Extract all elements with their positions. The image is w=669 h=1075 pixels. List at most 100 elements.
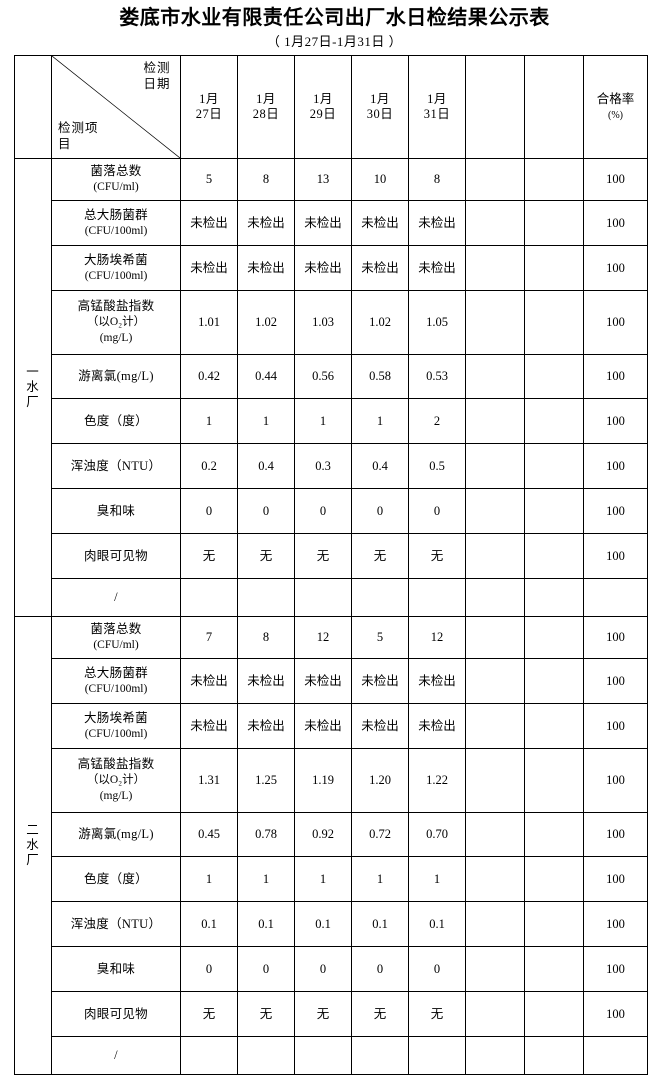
date-range-subtitle: （ 1月27日-1月31日 ） <box>266 34 403 49</box>
value-cell-day-3: 无 <box>294 533 352 579</box>
value-cell-day-3: 0.92 <box>294 812 352 857</box>
table-row: 大肠埃希菌 (CFU/100ml) 未检出 未检出 未检出 未检出 未检出 100 <box>15 703 648 749</box>
value-cell-day-1: 7 <box>180 616 238 659</box>
value-cell-day-5: 1.22 <box>408 748 466 813</box>
value-cell-day-2 <box>237 578 295 617</box>
blank-cell-2 <box>524 703 584 749</box>
value-cell-day-2: 1.02 <box>237 290 295 355</box>
pass-rate-cell: 100 <box>583 245 648 291</box>
table-row: 二水厂菌落总数 (CFU/ml) 7 8 12 5 12 100 <box>14 616 648 1075</box>
blank-cell-2 <box>524 991 584 1037</box>
plant-label-char: 二 <box>26 823 40 837</box>
blank-cell-2 <box>524 158 584 201</box>
value-cell-day-3: 无 <box>294 991 352 1037</box>
blank-cell-2 <box>524 901 584 947</box>
value-cell-day-3: 未检出 <box>294 703 352 749</box>
pass-rate-cell: 100 <box>583 488 648 534</box>
value-cell-day-1: 无 <box>180 991 238 1037</box>
header-pass-rate: 合格率 (%) <box>583 55 648 159</box>
blank-cell-2 <box>524 354 584 399</box>
table-row: 高锰酸盐指数 （以O₂计） (mg/L) 1.01 1.02 1.03 1.02 1.05 10… <box>15 290 648 355</box>
plant-label-1: 一水厂 <box>14 158 52 617</box>
value-cell-day-3: 1.19 <box>294 748 352 813</box>
value-cell-day-3 <box>294 578 352 617</box>
blank-cell-2 <box>524 658 584 704</box>
value-cell-day-2: 无 <box>237 533 295 579</box>
blank-cell-1 <box>465 354 525 399</box>
value-cell-day-5: 未检出 <box>408 245 466 291</box>
value-cell-day-2: 1.25 <box>237 748 295 813</box>
blank-cell-1 <box>465 658 525 704</box>
item-name-cell: 游离氯(mg/L) <box>51 812 181 857</box>
table-row: / <box>15 1036 648 1075</box>
blank-cell-1 <box>465 290 525 355</box>
value-cell-day-4: 0.4 <box>351 443 409 489</box>
header-date-column-4: 1月 30日 <box>351 55 409 159</box>
table-row: 肉眼可见物无无无无无 100 <box>15 533 648 579</box>
value-cell-day-3: 1 <box>294 398 352 444</box>
value-cell-day-2: 0 <box>237 488 295 534</box>
value-cell-day-4 <box>351 1036 409 1075</box>
value-cell-day-3: 13 <box>294 158 352 201</box>
blank-cell-2 <box>524 533 584 579</box>
item-name-cell: 大肠埃希菌 (CFU/100ml) <box>51 703 181 749</box>
value-cell-day-1: 未检出 <box>180 200 238 246</box>
value-cell-day-5: 未检出 <box>408 200 466 246</box>
header-plant-spacer <box>14 55 52 159</box>
water-quality-table: 检测日期 检测项 目 1月 27日 1月 28日 1月 29日 1月 30日 1月 31日 合格率 (%)… <box>14 55 648 1075</box>
value-cell-day-5: 0.53 <box>408 354 466 399</box>
table-row: 高锰酸盐指数 （以O₂计） (mg/L) 1.31 1.25 1.19 1.20 1.22 10… <box>15 748 648 813</box>
value-cell-day-3: 未检出 <box>294 245 352 291</box>
table-row: 总大肠菌群 (CFU/100ml) 未检出 未检出 未检出 未检出 未检出 100 <box>15 200 648 246</box>
value-cell-day-5 <box>408 578 466 617</box>
table-row: 浑浊度（NTU） 0.1 0.1 0.1 0.1 0.1 100 <box>15 901 648 947</box>
item-name-cell: 色度（度） <box>51 856 181 902</box>
value-cell-day-1: 0.45 <box>180 812 238 857</box>
value-cell-day-3: 0 <box>294 488 352 534</box>
pass-rate-cell <box>583 578 648 617</box>
value-cell-day-3 <box>294 1036 352 1075</box>
value-cell-day-1: 0.1 <box>180 901 238 947</box>
blank-cell-2 <box>524 443 584 489</box>
header-blank-column-2 <box>524 55 584 159</box>
blank-cell-1 <box>465 856 525 902</box>
value-cell-day-4: 无 <box>351 533 409 579</box>
plant-label-char: 一 <box>26 365 40 379</box>
value-cell-day-5: 未检出 <box>408 658 466 704</box>
value-cell-day-5: 0.70 <box>408 812 466 857</box>
value-cell-day-4: 0.72 <box>351 812 409 857</box>
value-cell-day-1: 未检出 <box>180 245 238 291</box>
value-cell-day-2: 未检出 <box>237 658 295 704</box>
value-cell-day-5: 1 <box>408 856 466 902</box>
value-cell-day-3: 未检出 <box>294 658 352 704</box>
blank-cell-1 <box>465 748 525 813</box>
value-cell-day-4: 0 <box>351 946 409 992</box>
value-cell-day-5: 12 <box>408 616 466 659</box>
blank-cell-2 <box>524 290 584 355</box>
value-cell-day-2: 未检出 <box>237 245 295 291</box>
pass-rate-cell: 100 <box>583 443 648 489</box>
item-name-cell: / <box>51 578 181 617</box>
value-cell-day-3: 未检出 <box>294 200 352 246</box>
value-cell-day-2: 0.1 <box>237 901 295 947</box>
value-cell-day-3: 12 <box>294 616 352 659</box>
value-cell-day-2: 未检出 <box>237 200 295 246</box>
value-cell-day-4: 1 <box>351 398 409 444</box>
value-cell-day-4 <box>351 578 409 617</box>
table-row: 臭和味 0 0 0 0 0 100 <box>15 488 648 534</box>
table-row: 游离氯(mg/L) 0.45 0.78 0.92 0.72 0.70 100 <box>15 812 648 857</box>
blank-cell-1 <box>465 158 525 201</box>
value-cell-day-3: 0.1 <box>294 901 352 947</box>
header-date-column-2: 1月 28日 <box>237 55 295 159</box>
value-cell-day-1: 5 <box>180 158 238 201</box>
table-row: 色度（度） 1 1 1 1 1 100 <box>15 856 648 902</box>
item-name-cell: / <box>51 1036 181 1075</box>
value-cell-day-2: 0.78 <box>237 812 295 857</box>
header-date-column-1: 1月 27日 <box>180 55 238 159</box>
blank-cell-2 <box>524 578 584 617</box>
item-name-cell: 游离氯(mg/L) <box>51 354 181 399</box>
blank-cell-1 <box>465 812 525 857</box>
pass-rate-cell: 100 <box>583 533 648 579</box>
report-page: 娄底市水业有限责任公司出厂水日检结果公示表 （ 1月27日-1月31日 ） 检测… <box>0 6 669 1075</box>
pass-rate-cell: 100 <box>583 658 648 704</box>
